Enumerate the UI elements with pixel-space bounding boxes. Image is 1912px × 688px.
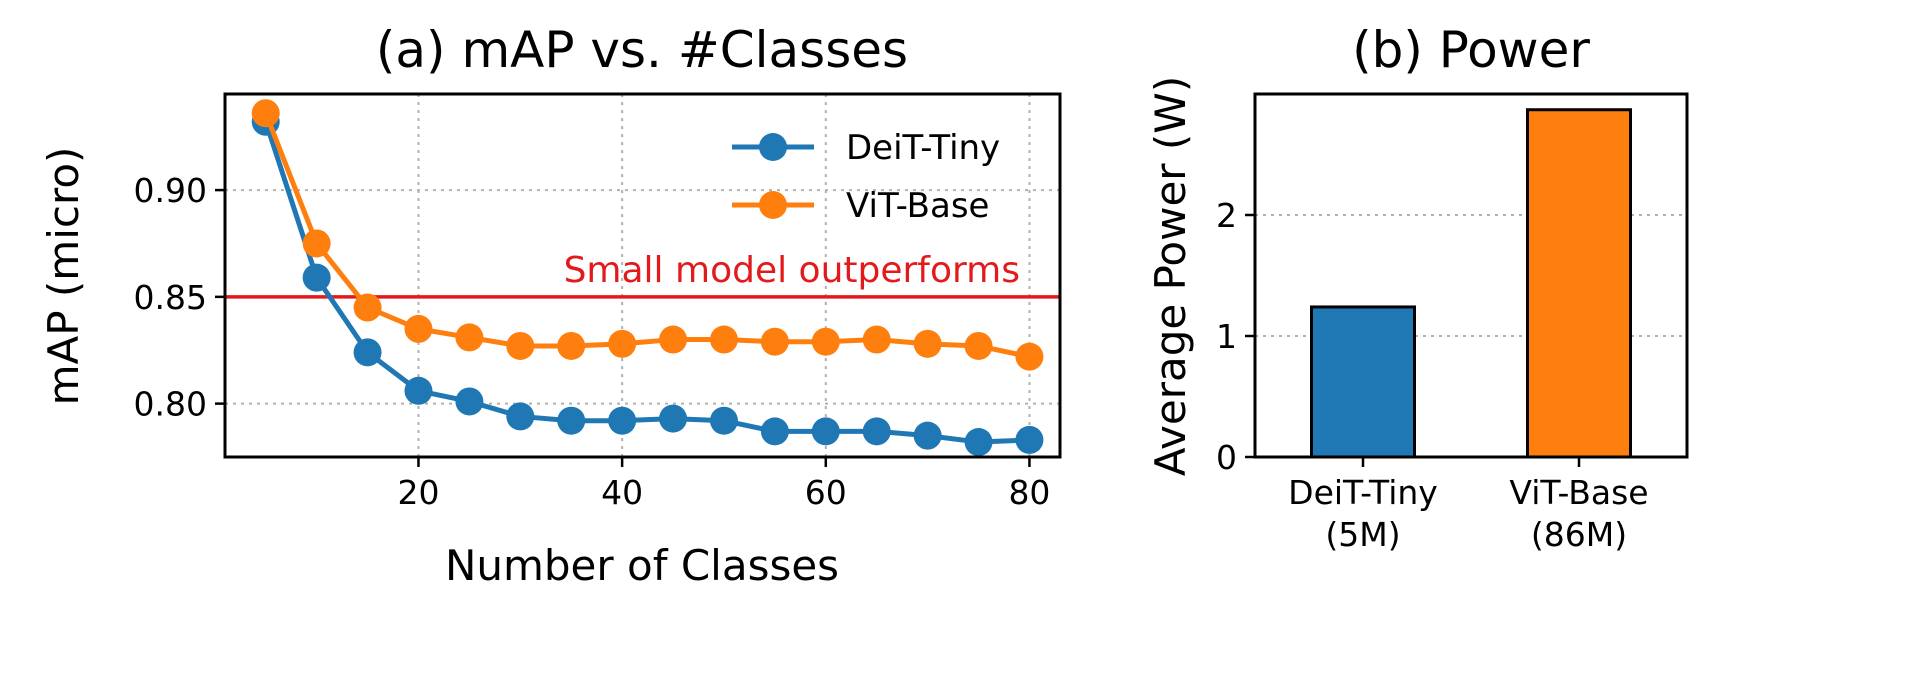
legend: DeiT-Tiny ViT-Base [732, 128, 1000, 226]
bars-group [1310, 108, 1632, 459]
point-vit-base-65 [862, 325, 891, 354]
point-vit-base-25 [455, 323, 484, 352]
y-tick-label-0.90: 0.90 [134, 171, 207, 210]
panel-power: DeiT-Tiny (5M)ViT-Base (86M)012 (b) Power … [1146, 21, 1689, 554]
y-tick-label-b-0: 0 [1216, 438, 1237, 477]
point-vit-base-45 [659, 325, 688, 354]
point-deit-tiny-65 [862, 417, 891, 446]
legend-label-vit-base: ViT-Base [846, 186, 989, 226]
legend-marker-deit-tiny [759, 133, 787, 161]
series-group [251, 99, 1044, 457]
point-vit-base-55 [760, 327, 789, 356]
point-deit-tiny-40 [608, 406, 637, 435]
plot-frame-b [1253, 92, 1689, 459]
point-deit-tiny-70 [913, 421, 942, 450]
point-deit-tiny-15 [353, 338, 382, 367]
reference-line-group: Small model outperforms [225, 250, 1060, 299]
reference-line-label: Small model outperforms [564, 250, 1020, 291]
category-label-deit-tiny: DeiT-Tiny (5M) [1288, 473, 1438, 554]
x-axis-label-a: Number of Classes [445, 541, 839, 590]
point-vit-base-20 [404, 314, 433, 343]
point-vit-base-40 [608, 329, 637, 358]
bar-vit-base [1526, 108, 1632, 459]
point-vit-base-75 [964, 331, 993, 360]
point-deit-tiny-75 [964, 428, 993, 457]
plot-frame-a [223, 92, 1062, 459]
panel-map-vs-classes: Small model outperforms 20 40 60 80 0.80 0.85… [39, 21, 1062, 590]
point-deit-tiny-35 [557, 406, 586, 435]
point-deit-tiny-50 [709, 406, 738, 435]
point-deit-tiny-20 [404, 376, 433, 405]
point-vit-base-60 [811, 327, 840, 356]
x-tick-label-60: 60 [805, 473, 847, 512]
point-vit-base-35 [557, 331, 586, 360]
point-vit-base-10 [302, 229, 331, 258]
point-vit-base-5 [251, 99, 280, 128]
point-vit-base-70 [913, 329, 942, 358]
chart-title-a: (a) mAP vs. #Classes [376, 21, 908, 79]
y-axis-label-b: Average Power (W) [1146, 76, 1195, 476]
ticks-a: 20 40 60 80 0.80 0.85 0.90 [134, 171, 1051, 512]
y-tick-label-0.85: 0.85 [134, 278, 207, 317]
point-vit-base-30 [506, 331, 535, 360]
point-vit-base-15 [353, 293, 382, 322]
x-tick-label-80: 80 [1008, 473, 1050, 512]
x-tick-label-20: 20 [397, 473, 439, 512]
point-vit-base-50 [709, 325, 738, 354]
series-line-vit-base [263, 112, 1030, 360]
point-deit-tiny-10 [302, 263, 331, 292]
y-axis-label-a: mAP (micro) [39, 147, 88, 406]
point-deit-tiny-60 [811, 417, 840, 446]
legend-label-deit-tiny: DeiT-Tiny [846, 128, 1000, 168]
y-tick-label-b-2: 2 [1216, 196, 1237, 235]
y-tick-label-0.80: 0.80 [134, 385, 207, 424]
chart-title-b: (b) Power [1352, 21, 1590, 79]
point-deit-tiny-55 [760, 417, 789, 446]
series-line-deit-tiny [263, 120, 1030, 445]
category-label-vit-base: ViT-Base (86M) [1509, 473, 1648, 554]
x-tick-label-40: 40 [601, 473, 643, 512]
y-tick-label-b-1: 1 [1216, 317, 1237, 356]
series-deit-tiny [251, 107, 1044, 457]
legend-marker-vit-base [759, 191, 787, 219]
series-vit-base [251, 99, 1044, 371]
point-deit-tiny-30 [506, 402, 535, 431]
point-vit-base-80 [1015, 342, 1044, 371]
point-deit-tiny-25 [455, 387, 484, 416]
bar-deit-tiny [1310, 305, 1416, 459]
point-deit-tiny-80 [1015, 425, 1044, 454]
ticks-b: DeiT-Tiny (5M) ViT-Base (86M) 0 1 2 [1216, 196, 1649, 554]
point-deit-tiny-45 [659, 404, 688, 433]
